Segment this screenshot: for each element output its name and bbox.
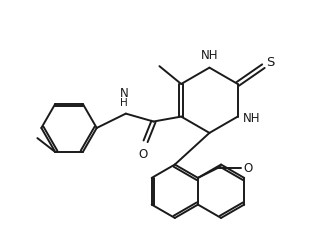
Text: N: N xyxy=(119,87,128,100)
Text: NH: NH xyxy=(243,112,260,125)
Text: H: H xyxy=(120,98,128,108)
Text: O: O xyxy=(244,161,253,175)
Text: S: S xyxy=(266,56,275,69)
Text: NH: NH xyxy=(201,49,218,62)
Text: O: O xyxy=(138,148,147,161)
